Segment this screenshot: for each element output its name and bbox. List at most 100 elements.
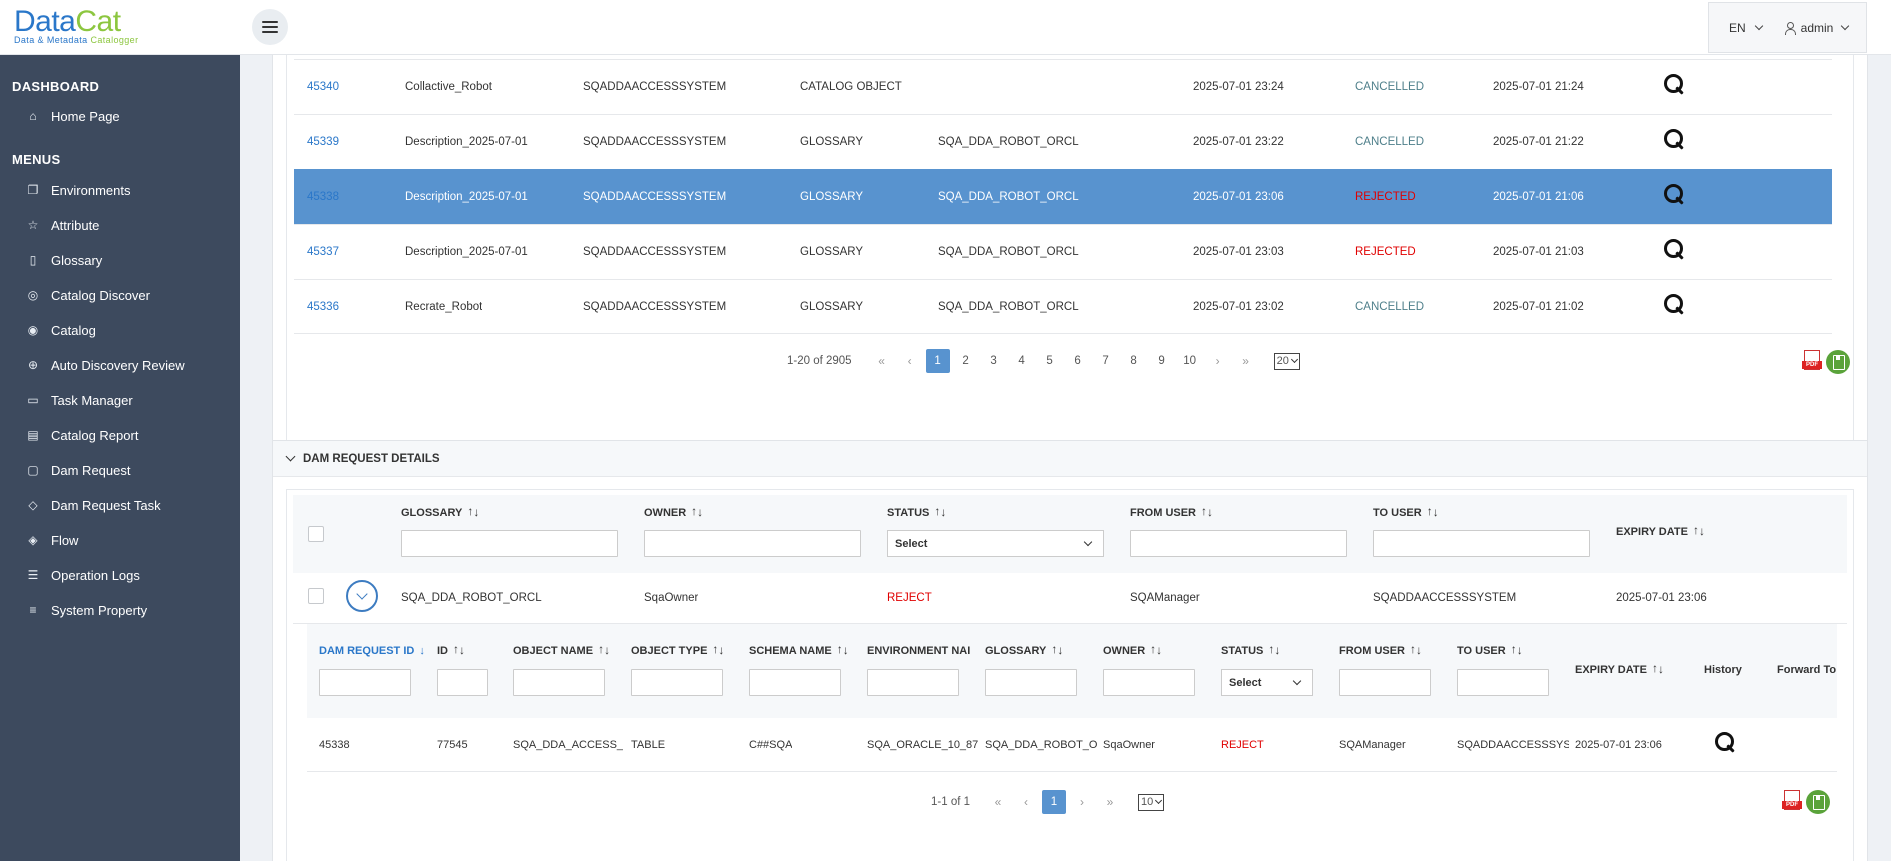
- page-size-select[interactable]: 20: [1273, 352, 1300, 370]
- sub-to-user-filter-input[interactable]: [1457, 669, 1549, 696]
- search-icon[interactable]: [1664, 129, 1686, 151]
- column-sub-owner[interactable]: OWNER: [1103, 642, 1164, 657]
- column-dam-request-id[interactable]: DAM REQUEST ID ↓: [319, 645, 425, 657]
- column-id[interactable]: ID: [437, 642, 467, 657]
- column-to-user[interactable]: TO USER: [1373, 504, 1441, 519]
- sub-detail-row[interactable]: 45338 77545 SQA_DDA_ACCESS_R TABLE C##SQ…: [307, 718, 1837, 772]
- table-row[interactable]: 45337 Description_2025-07-01 SQADDAACCES…: [294, 224, 1832, 279]
- object-type-filter-input[interactable]: [631, 669, 723, 696]
- sidebar-item-task-manager[interactable]: ▭ Task Manager: [27, 392, 133, 408]
- request-id-link[interactable]: 45340: [307, 81, 339, 93]
- page-button-9[interactable]: 9: [1158, 355, 1165, 367]
- column-object-name[interactable]: OBJECT NAME: [513, 642, 612, 657]
- table-row[interactable]: 45339 Description_2025-07-01 SQADDAACCES…: [294, 114, 1832, 169]
- search-icon[interactable]: [1664, 294, 1686, 316]
- sub-owner-filter-input[interactable]: [1103, 669, 1195, 696]
- sidebar-item-environments[interactable]: ❐ Environments: [27, 182, 131, 198]
- expand-row-button[interactable]: [346, 580, 378, 612]
- sidebar-item-home-page[interactable]: ⌂ Home Page: [26, 105, 119, 127]
- column-sub-glossary[interactable]: GLOSSARY: [985, 642, 1065, 657]
- page-button-8[interactable]: 8: [1130, 355, 1137, 367]
- sub-from-user-filter-input[interactable]: [1339, 669, 1431, 696]
- sidebar-item-flow[interactable]: ◈ Flow: [26, 529, 78, 551]
- pdf-export-icon[interactable]: PDF: [1802, 350, 1824, 374]
- last-page-button[interactable]: »: [1242, 354, 1249, 368]
- column-status[interactable]: STATUS: [887, 504, 948, 519]
- next-page-button[interactable]: ›: [1215, 354, 1220, 368]
- sub-next-page-button[interactable]: ›: [1080, 795, 1084, 809]
- column-glossary[interactable]: GLOSSARY: [401, 504, 481, 519]
- table-row[interactable]: 45340 Collactive_Robot SQADDAACCESSSYSTE…: [294, 59, 1832, 114]
- column-expiry-date[interactable]: EXPIRY DATE: [1616, 523, 1707, 538]
- owner-filter-input[interactable]: [644, 530, 861, 557]
- page-button-7[interactable]: 7: [1102, 355, 1109, 367]
- page-button-1[interactable]: 1: [925, 349, 950, 373]
- column-environment-name[interactable]: ENVIRONMENT NAI: [867, 645, 971, 657]
- sub-last-page-button[interactable]: »: [1106, 795, 1114, 809]
- page-button-2[interactable]: 2: [962, 355, 969, 367]
- column-object-type[interactable]: OBJECT TYPE: [631, 642, 726, 657]
- request-type: GLOSSARY: [800, 191, 864, 203]
- search-icon[interactable]: [1664, 239, 1686, 261]
- sub-pdf-export-icon[interactable]: PDF: [1782, 790, 1804, 814]
- details-header-toggle[interactable]: DAM REQUEST DETAILS: [273, 441, 1867, 477]
- request-id-link[interactable]: 45339: [307, 136, 339, 148]
- to-user-filter-input[interactable]: [1373, 530, 1590, 557]
- sidebar-item-glossary[interactable]: ▯ Glossary: [26, 249, 103, 271]
- sub-glossary-filter-input[interactable]: [985, 669, 1077, 696]
- table-row[interactable]: 45336 Recrate_Robot SQADDAACCESSSYSTEM G…: [294, 279, 1832, 334]
- history-search-icon[interactable]: [1715, 732, 1737, 754]
- id-filter-input[interactable]: [437, 669, 488, 696]
- language-dropdown[interactable]: EN: [1729, 21, 1763, 35]
- page-button-4[interactable]: 4: [1018, 355, 1025, 367]
- sidebar-item-catalog-discover[interactable]: ◎ Catalog Discover: [27, 287, 150, 303]
- table-row-selected[interactable]: 45338 Description_2025-07-01 SQADDAACCES…: [294, 169, 1832, 224]
- sidebar-item-dam-request-task[interactable]: ◇ Dam Request Task: [26, 494, 160, 516]
- sub-save-export-icon[interactable]: [1806, 790, 1830, 814]
- column-sub-to-user[interactable]: TO USER: [1457, 642, 1525, 657]
- sidebar-item-dam-request[interactable]: ▢ Dam Request: [27, 462, 131, 478]
- search-icon[interactable]: [1664, 184, 1686, 206]
- sub-page-button-1[interactable]: 1: [1042, 790, 1066, 814]
- select-all-checkbox[interactable]: [308, 526, 324, 542]
- details-row[interactable]: SQA_DDA_ROBOT_ORCL SqaOwner REJECT SQAMa…: [293, 573, 1847, 624]
- app-logo[interactable]: DataCat Data & Metadata Catalogger: [14, 5, 139, 46]
- glossary-filter-input[interactable]: [401, 530, 618, 557]
- sub-prev-page-button[interactable]: ‹: [1024, 795, 1028, 809]
- object-name-filter-input[interactable]: [513, 669, 605, 696]
- column-owner[interactable]: OWNER: [644, 504, 705, 519]
- page-button-3[interactable]: 3: [990, 355, 997, 367]
- page-button-10[interactable]: 10: [1183, 355, 1196, 367]
- sub-first-page-button[interactable]: «: [994, 795, 1002, 809]
- first-page-button[interactable]: «: [878, 354, 885, 368]
- sidebar-item-operation-logs[interactable]: ☰ Operation Logs: [27, 567, 140, 583]
- row-checkbox[interactable]: [308, 588, 324, 604]
- sidebar-item-system-property[interactable]: ≡ System Property: [26, 599, 147, 621]
- column-schema-name[interactable]: SCHEMA NAME: [749, 642, 851, 657]
- page-button-6[interactable]: 6: [1074, 355, 1081, 367]
- search-icon[interactable]: [1664, 74, 1686, 96]
- save-export-icon[interactable]: [1826, 350, 1850, 374]
- dam-request-id-filter-input[interactable]: [319, 669, 411, 696]
- schema-name-filter-input[interactable]: [749, 669, 841, 696]
- sub-status-filter-select[interactable]: Select: [1221, 669, 1313, 696]
- status-filter-select[interactable]: Select: [887, 530, 1104, 557]
- from-user-filter-input[interactable]: [1130, 530, 1347, 557]
- environment-name-filter-input[interactable]: [867, 669, 959, 696]
- sidebar-item-catalog-report[interactable]: ▤ Catalog Report: [27, 427, 139, 443]
- page-button-5[interactable]: 5: [1046, 355, 1053, 367]
- sidebar-item-auto-discovery-review[interactable]: ⊕ Auto Discovery Review: [27, 357, 185, 373]
- sidebar-item-attribute[interactable]: ☆ Attribute: [27, 217, 100, 233]
- prev-page-button[interactable]: ‹: [907, 354, 912, 368]
- request-id-link[interactable]: 45338: [307, 191, 339, 203]
- menu-toggle-button[interactable]: [252, 9, 288, 45]
- user-menu[interactable]: admin: [1784, 21, 1850, 35]
- column-sub-expiry-date[interactable]: EXPIRY DATE: [1575, 661, 1666, 676]
- request-id-link[interactable]: 45336: [307, 301, 339, 313]
- sidebar-item-catalog[interactable]: ◉ Catalog: [27, 322, 96, 338]
- column-sub-status[interactable]: STATUS: [1221, 642, 1282, 657]
- column-sub-from-user[interactable]: FROM USER: [1339, 642, 1424, 657]
- column-from-user[interactable]: FROM USER: [1130, 504, 1215, 519]
- sub-page-size-select[interactable]: 10: [1138, 793, 1165, 811]
- request-id-link[interactable]: 45337: [307, 246, 339, 258]
